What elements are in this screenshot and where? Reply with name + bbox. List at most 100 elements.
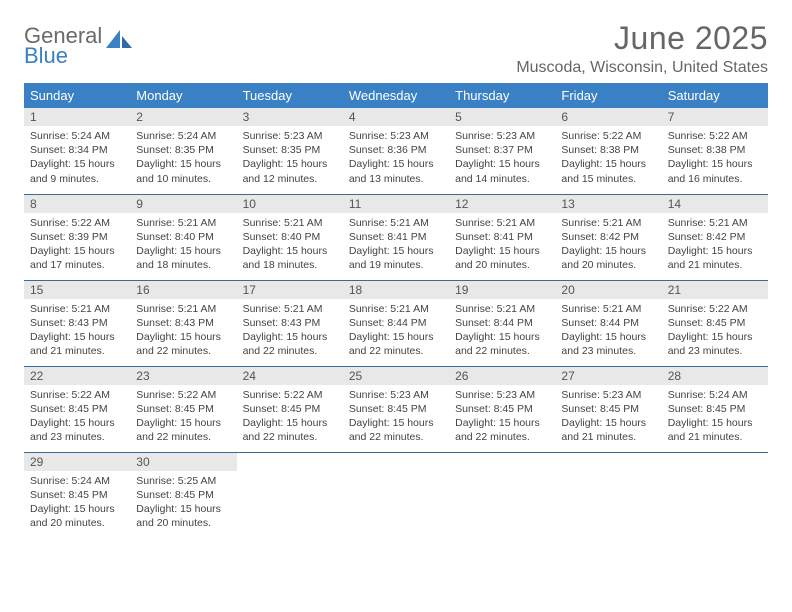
sunrise-value: 5:21 AM <box>284 217 323 229</box>
day-number: 25 <box>343 367 449 385</box>
day-number: 23 <box>130 367 236 385</box>
sunset-label: Sunset: <box>668 317 704 329</box>
calendar-week-row: 29Sunrise: 5:24 AMSunset: 8:45 PMDayligh… <box>24 452 768 538</box>
sunset-value: 8:35 PM <box>175 144 214 156</box>
sunset-value: 8:45 PM <box>175 403 214 415</box>
day-number: 10 <box>237 195 343 213</box>
weekday-header: Wednesday <box>343 83 449 108</box>
sunrise-label: Sunrise: <box>668 389 707 401</box>
calendar-week-row: 8Sunrise: 5:22 AMSunset: 8:39 PMDaylight… <box>24 194 768 280</box>
calendar-day-cell: 16Sunrise: 5:21 AMSunset: 8:43 PMDayligh… <box>130 280 236 366</box>
sunrise-value: 5:24 AM <box>178 130 217 142</box>
day-details: Sunrise: 5:23 AMSunset: 8:35 PMDaylight:… <box>237 126 343 190</box>
daylight-label: Daylight: <box>349 245 390 257</box>
sunset-value: 8:43 PM <box>175 317 214 329</box>
calendar-day-cell: 23Sunrise: 5:22 AMSunset: 8:45 PMDayligh… <box>130 366 236 452</box>
sunrise-value: 5:21 AM <box>178 217 217 229</box>
daylight-label: Daylight: <box>455 245 496 257</box>
sunset-value: 8:45 PM <box>281 403 320 415</box>
sunrise-label: Sunrise: <box>136 303 175 315</box>
sunrise-value: 5:24 AM <box>71 130 110 142</box>
day-number: 30 <box>130 453 236 471</box>
sunset-label: Sunset: <box>455 144 491 156</box>
day-details: Sunrise: 5:21 AMSunset: 8:43 PMDaylight:… <box>237 299 343 363</box>
brand-logo: General Blue <box>24 20 132 66</box>
daylight-label: Daylight: <box>455 331 496 343</box>
calendar-day-cell: 5Sunrise: 5:23 AMSunset: 8:37 PMDaylight… <box>449 108 555 194</box>
sunset-value: 8:40 PM <box>175 231 214 243</box>
day-details: Sunrise: 5:22 AMSunset: 8:45 PMDaylight:… <box>662 299 768 363</box>
sunset-value: 8:36 PM <box>387 144 426 156</box>
calendar-day-cell: 18Sunrise: 5:21 AMSunset: 8:44 PMDayligh… <box>343 280 449 366</box>
sunset-label: Sunset: <box>349 317 385 329</box>
sunset-label: Sunset: <box>668 403 704 415</box>
sunrise-label: Sunrise: <box>561 217 600 229</box>
sunrise-label: Sunrise: <box>455 130 494 142</box>
calendar-day-cell: 1Sunrise: 5:24 AMSunset: 8:34 PMDaylight… <box>24 108 130 194</box>
weekday-header-row: Sunday Monday Tuesday Wednesday Thursday… <box>24 83 768 108</box>
day-number: 13 <box>555 195 661 213</box>
calendar-day-cell: 29Sunrise: 5:24 AMSunset: 8:45 PMDayligh… <box>24 452 130 538</box>
sunrise-label: Sunrise: <box>243 389 282 401</box>
sunset-label: Sunset: <box>136 489 172 501</box>
day-number: 6 <box>555 108 661 126</box>
sunrise-value: 5:24 AM <box>709 389 748 401</box>
sunrise-value: 5:21 AM <box>497 303 536 315</box>
weekday-header: Saturday <box>662 83 768 108</box>
sunrise-value: 5:23 AM <box>603 389 642 401</box>
sunrise-value: 5:21 AM <box>284 303 323 315</box>
sunrise-value: 5:23 AM <box>390 389 429 401</box>
sunrise-value: 5:22 AM <box>709 130 748 142</box>
day-number: 14 <box>662 195 768 213</box>
page-header: General Blue June 2025 Muscoda, Wisconsi… <box>24 20 768 77</box>
daylight-label: Daylight: <box>561 417 602 429</box>
calendar-day-cell: 21Sunrise: 5:22 AMSunset: 8:45 PMDayligh… <box>662 280 768 366</box>
sunrise-label: Sunrise: <box>455 217 494 229</box>
sunrise-label: Sunrise: <box>561 130 600 142</box>
sunset-label: Sunset: <box>561 231 597 243</box>
sunrise-label: Sunrise: <box>561 303 600 315</box>
calendar-table: Sunday Monday Tuesday Wednesday Thursday… <box>24 83 768 538</box>
sunset-label: Sunset: <box>136 403 172 415</box>
daylight-label: Daylight: <box>561 245 602 257</box>
day-details: Sunrise: 5:21 AMSunset: 8:44 PMDaylight:… <box>449 299 555 363</box>
day-details: Sunrise: 5:23 AMSunset: 8:45 PMDaylight:… <box>343 385 449 449</box>
sunrise-label: Sunrise: <box>455 389 494 401</box>
sunrise-label: Sunrise: <box>561 389 600 401</box>
daylight-label: Daylight: <box>136 503 177 515</box>
day-number: 9 <box>130 195 236 213</box>
sunset-value: 8:42 PM <box>600 231 639 243</box>
day-details: Sunrise: 5:21 AMSunset: 8:44 PMDaylight:… <box>343 299 449 363</box>
day-number: 27 <box>555 367 661 385</box>
sunrise-label: Sunrise: <box>349 217 388 229</box>
daylight-label: Daylight: <box>136 158 177 170</box>
sunset-value: 8:39 PM <box>69 231 108 243</box>
daylight-label: Daylight: <box>349 417 390 429</box>
daylight-label: Daylight: <box>136 417 177 429</box>
sunrise-label: Sunrise: <box>243 303 282 315</box>
sunrise-label: Sunrise: <box>136 475 175 487</box>
sunset-label: Sunset: <box>455 403 491 415</box>
sunset-label: Sunset: <box>349 231 385 243</box>
calendar-day-cell: 19Sunrise: 5:21 AMSunset: 8:44 PMDayligh… <box>449 280 555 366</box>
sunrise-value: 5:21 AM <box>603 217 642 229</box>
day-details: Sunrise: 5:22 AMSunset: 8:38 PMDaylight:… <box>662 126 768 190</box>
calendar-day-cell: 4Sunrise: 5:23 AMSunset: 8:36 PMDaylight… <box>343 108 449 194</box>
sunset-label: Sunset: <box>30 144 66 156</box>
daylight-label: Daylight: <box>668 331 709 343</box>
day-number: 8 <box>24 195 130 213</box>
day-details: Sunrise: 5:22 AMSunset: 8:45 PMDaylight:… <box>130 385 236 449</box>
calendar-day-cell: 27Sunrise: 5:23 AMSunset: 8:45 PMDayligh… <box>555 366 661 452</box>
day-details: Sunrise: 5:22 AMSunset: 8:39 PMDaylight:… <box>24 213 130 277</box>
sunrise-value: 5:23 AM <box>497 130 536 142</box>
sunrise-label: Sunrise: <box>668 303 707 315</box>
calendar-day-cell: 10Sunrise: 5:21 AMSunset: 8:40 PMDayligh… <box>237 194 343 280</box>
daylight-label: Daylight: <box>668 417 709 429</box>
daylight-label: Daylight: <box>243 331 284 343</box>
sunrise-label: Sunrise: <box>30 389 69 401</box>
day-details: Sunrise: 5:24 AMSunset: 8:35 PMDaylight:… <box>130 126 236 190</box>
day-details: Sunrise: 5:22 AMSunset: 8:45 PMDaylight:… <box>24 385 130 449</box>
daylight-label: Daylight: <box>455 158 496 170</box>
day-number: 15 <box>24 281 130 299</box>
day-number: 12 <box>449 195 555 213</box>
